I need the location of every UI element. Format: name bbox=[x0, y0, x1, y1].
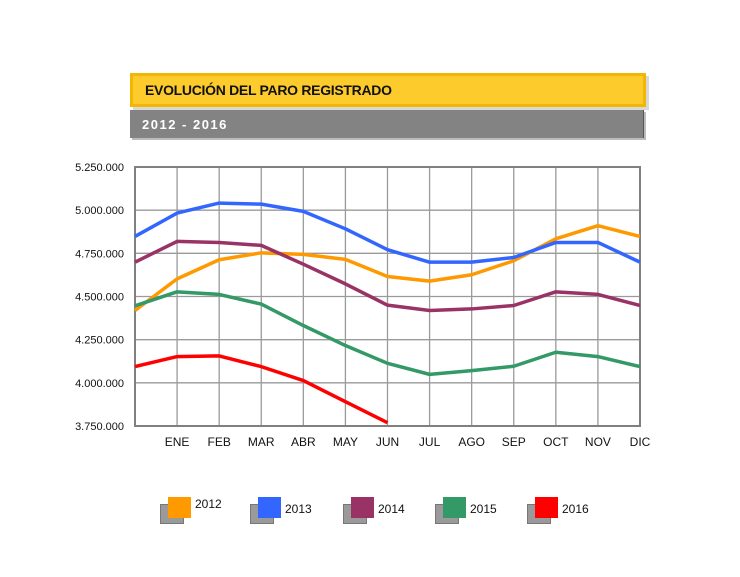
legend-label: 2014 bbox=[378, 502, 405, 516]
chart-subtitle: 2012 - 2016 bbox=[142, 117, 228, 132]
y-tick-label: 4.000.000 bbox=[75, 378, 124, 390]
x-tick-label: MAY bbox=[333, 435, 358, 449]
legend-swatch bbox=[168, 497, 191, 518]
x-tick-label: DIC bbox=[630, 435, 651, 449]
chart-title: EVOLUCIÓN DEL PARO REGISTRADO bbox=[145, 82, 392, 98]
x-tick-label: SEP bbox=[502, 435, 526, 449]
legend-label: 2013 bbox=[285, 502, 312, 516]
series-line-2016 bbox=[134, 354, 389, 425]
legend-label: 2015 bbox=[470, 502, 497, 516]
chart-subtitle-banner: 2012 - 2016 bbox=[130, 110, 644, 138]
legend-swatch bbox=[258, 497, 281, 518]
legend-swatch bbox=[443, 497, 466, 518]
x-tick-label: OCT bbox=[543, 435, 569, 449]
y-tick-label: 4.500.000 bbox=[75, 292, 124, 304]
legend-swatch bbox=[351, 497, 374, 518]
x-tick-label: JUL bbox=[419, 435, 441, 449]
plot-area-border bbox=[134, 166, 641, 427]
legend-label: 2016 bbox=[562, 502, 589, 516]
x-tick-label: FEB bbox=[207, 435, 230, 449]
x-tick-label: ENE bbox=[165, 435, 190, 449]
y-tick-label: 4.250.000 bbox=[75, 335, 124, 347]
x-tick-label: JUN bbox=[376, 435, 399, 449]
legend-label: 2012 bbox=[195, 497, 222, 511]
series-line-2013 bbox=[134, 201, 641, 264]
chart-title-banner: EVOLUCIÓN DEL PARO REGISTRADO bbox=[130, 73, 646, 107]
x-tick-label: ABR bbox=[291, 435, 316, 449]
y-tick-label: 3.750.000 bbox=[75, 421, 124, 433]
y-tick-label: 5.250.000 bbox=[75, 162, 124, 174]
legend-swatch bbox=[535, 497, 558, 518]
x-tick-label: AGO bbox=[458, 435, 485, 449]
x-tick-label: NOV bbox=[585, 435, 611, 449]
series-line-2014 bbox=[134, 239, 641, 313]
y-tick-label: 5.000.000 bbox=[75, 205, 124, 217]
y-tick-label: 4.750.000 bbox=[75, 248, 124, 260]
series-line-2012 bbox=[133, 223, 641, 312]
series-line-2015 bbox=[134, 290, 641, 377]
x-tick-label: MAR bbox=[248, 435, 275, 449]
